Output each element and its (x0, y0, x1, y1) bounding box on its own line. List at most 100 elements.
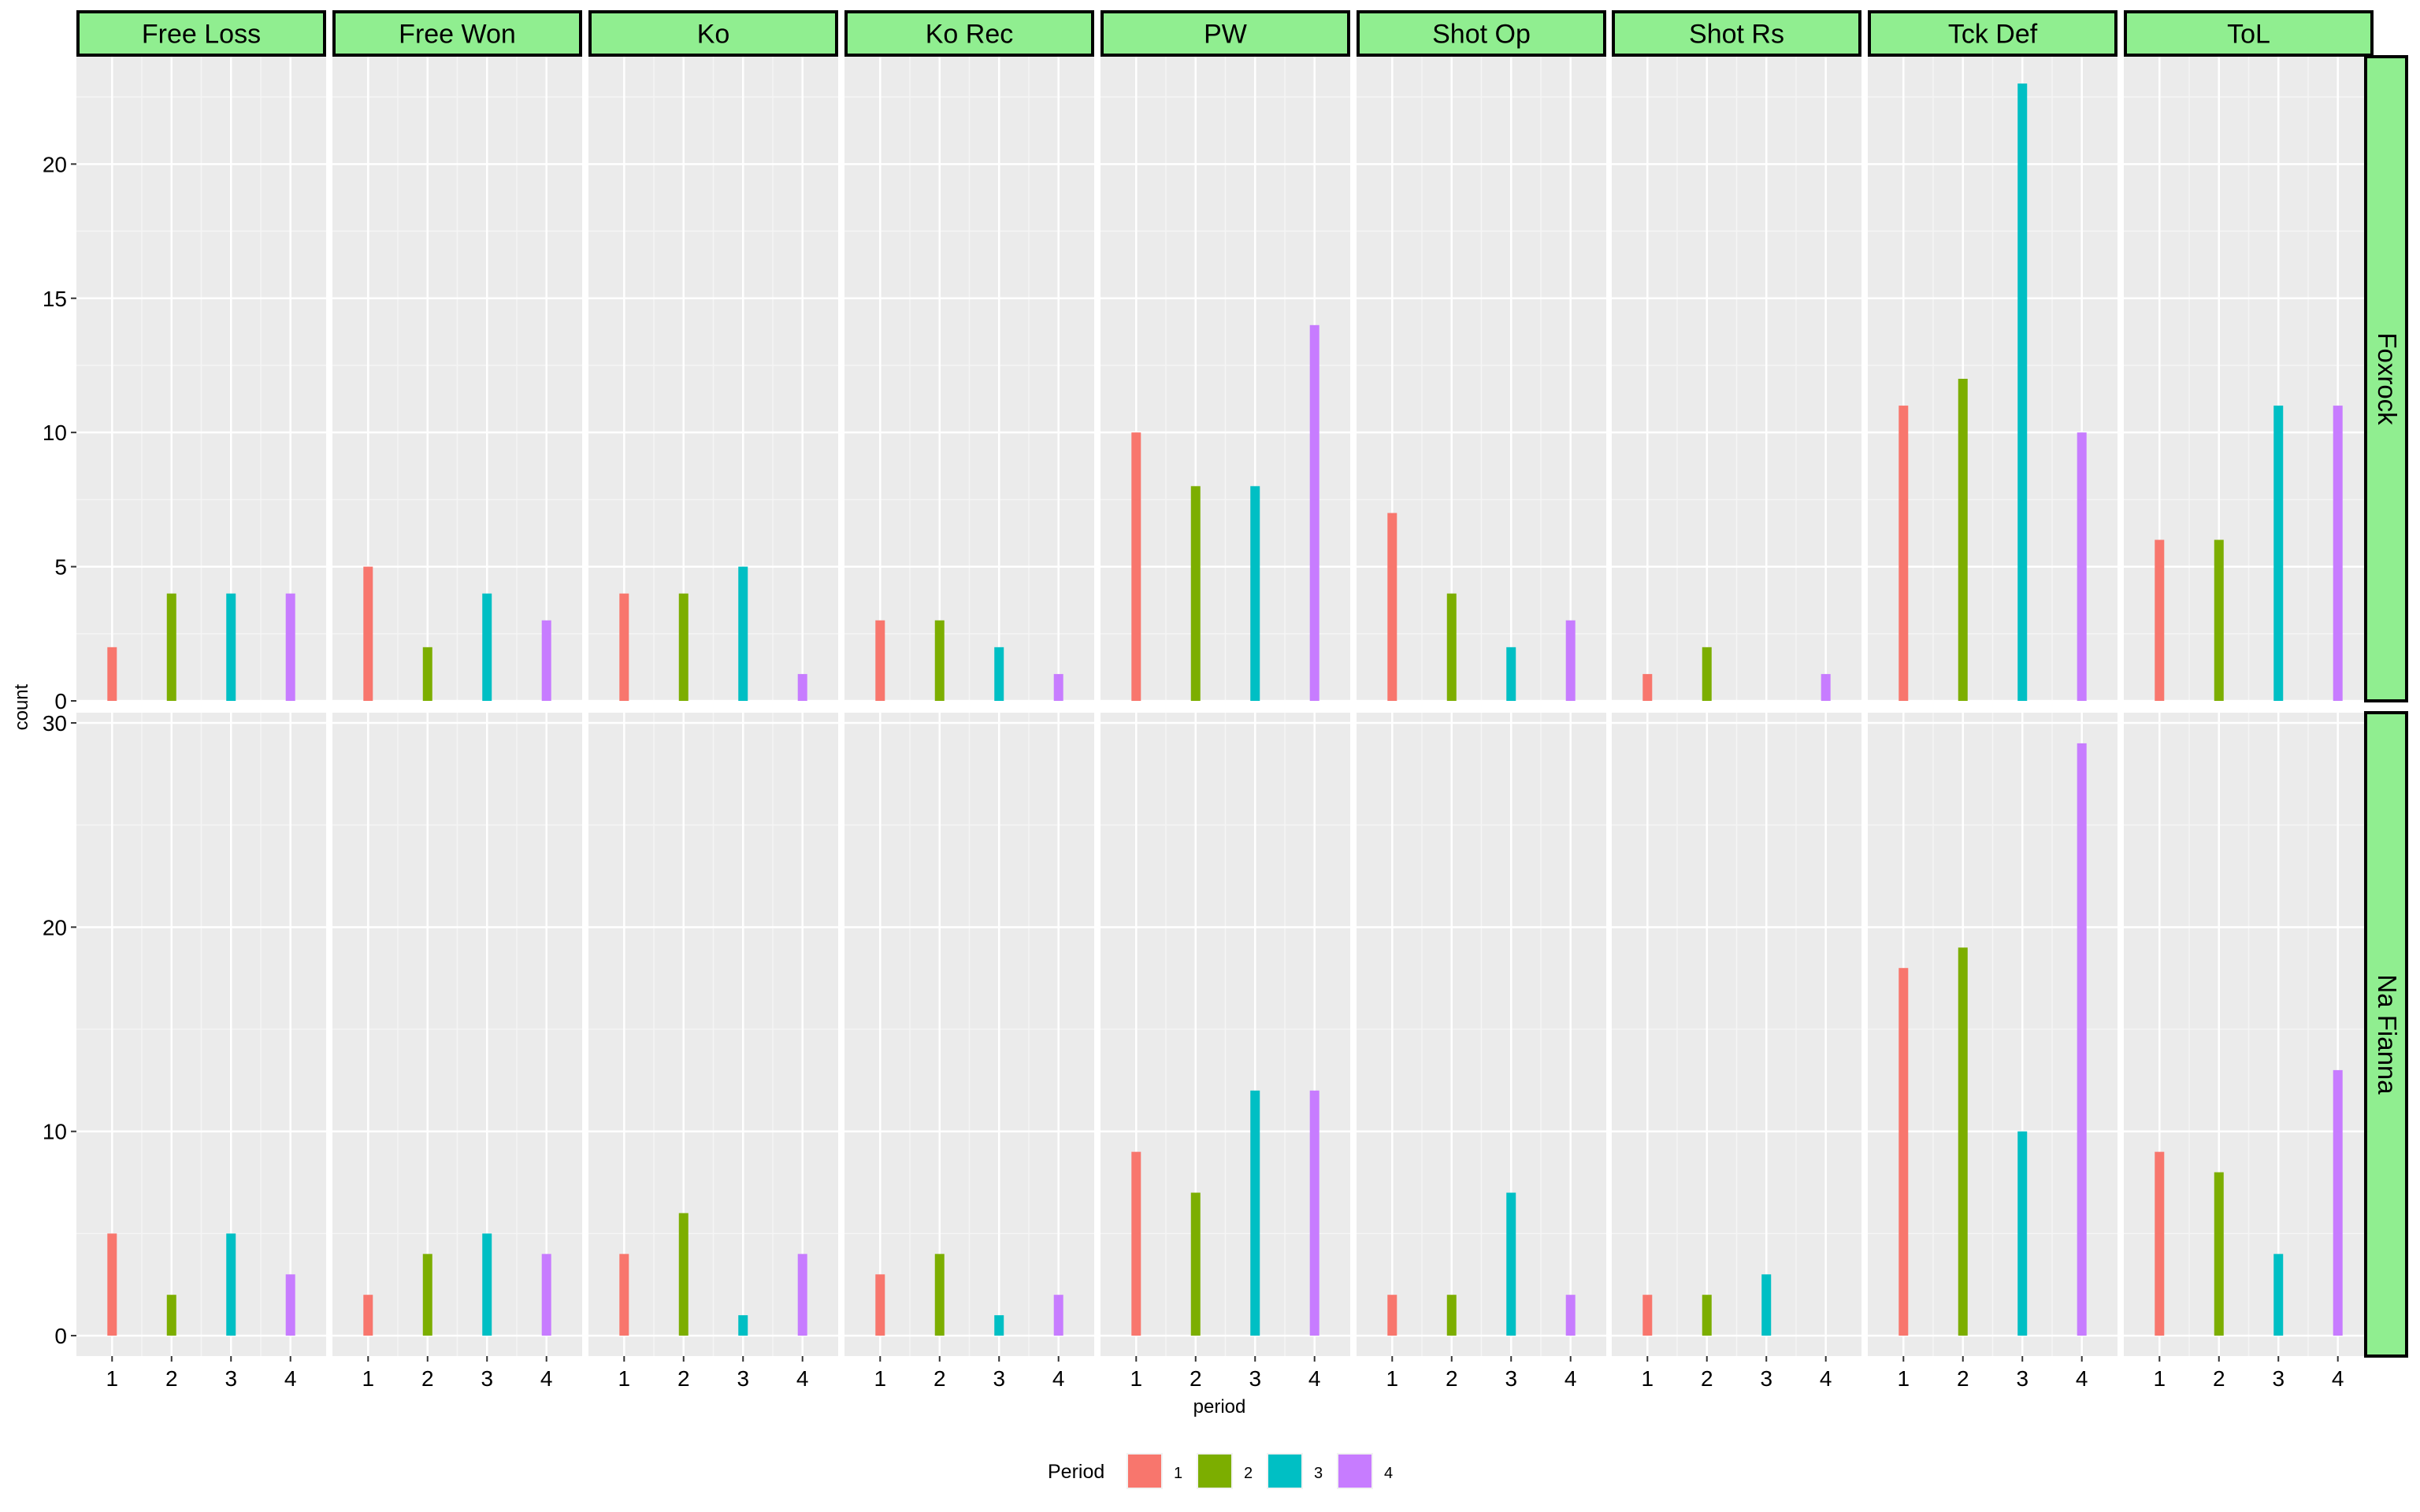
x-tick-label: 4 (1052, 1366, 1065, 1391)
y-tick-label: 5 (54, 555, 67, 580)
x-tick-label: 4 (796, 1366, 809, 1391)
bar (994, 647, 1004, 701)
legend-label: 2 (1244, 1465, 1253, 1482)
bar (482, 593, 492, 701)
bar (285, 593, 295, 701)
bar (738, 1315, 748, 1336)
y-tick-label: 15 (43, 287, 67, 311)
panel-foxrock-pw (1101, 57, 1350, 702)
row-strip-background (2364, 55, 2408, 702)
y-tick-label: 20 (43, 915, 67, 939)
column-strip-background (1612, 10, 1861, 57)
bar (226, 1233, 236, 1336)
x-tick-label: 4 (2332, 1366, 2344, 1391)
x-tick-label: 3 (225, 1366, 237, 1391)
x-tick-label: 2 (165, 1366, 178, 1391)
bar (2077, 743, 2087, 1336)
bar (1958, 379, 1968, 701)
x-tick-label: 2 (1701, 1366, 1713, 1391)
column-strip-shot-op: Shot Op (1357, 10, 1606, 57)
legend-item-2: 2 (1197, 1453, 1253, 1489)
bar (1958, 947, 1968, 1336)
bar (1565, 1295, 1576, 1336)
x-tick-label: 4 (1820, 1366, 1832, 1391)
x-tick-label: 3 (737, 1366, 749, 1391)
y-tick-label: 0 (54, 1324, 67, 1348)
column-strip-label: Tck Def (1948, 20, 2038, 50)
bar (875, 1274, 885, 1336)
y-axes: 0 5 10 15 20 0 10 20 30 (43, 152, 76, 1348)
x-tick-label: 2 (1446, 1366, 1458, 1391)
legend-title: Period (1048, 1461, 1104, 1483)
bar (1190, 486, 1201, 701)
bar (994, 1315, 1004, 1336)
legend-swatch (1338, 1455, 1371, 1488)
bar (1446, 593, 1457, 701)
bar (2017, 83, 2028, 702)
legend-item-3: 3 (1267, 1453, 1323, 1489)
column-strip-ko: Ko (588, 10, 838, 57)
column-strip-background (2124, 10, 2374, 57)
bar (285, 1274, 295, 1336)
panel-na-fianna-shot-op (1357, 713, 1606, 1356)
bar (934, 620, 945, 701)
bar (1899, 406, 1909, 701)
legend-swatch (1128, 1455, 1161, 1488)
legend-label: 3 (1314, 1465, 1323, 1482)
column-strip-pw: PW (1101, 10, 1350, 57)
column-strip-label: Free Loss (142, 20, 261, 50)
bar (482, 1233, 492, 1336)
column-strip-tol: ToL (2124, 10, 2374, 57)
x-tick-label: 4 (540, 1366, 553, 1391)
y-axis-title: count (11, 684, 32, 730)
bar (1250, 1090, 1260, 1336)
bar (1506, 1192, 1516, 1336)
column-strip-free-loss: Free Loss (76, 10, 326, 57)
column-strip-label: ToL (2227, 20, 2270, 50)
panel-foxrock-tol (2124, 57, 2374, 702)
column-strip-label: Shot Rs (1689, 20, 1784, 50)
bar (1053, 673, 1063, 701)
column-strip-background (1357, 10, 1606, 57)
x-tick-label: 4 (1564, 1366, 1577, 1391)
bar (1702, 1295, 1712, 1336)
panel-foxrock-shot-op (1357, 57, 1606, 702)
x-tick-label: 3 (1760, 1366, 1772, 1391)
bar (875, 620, 885, 701)
bar (1702, 647, 1712, 701)
bar (363, 1295, 373, 1336)
x-tick-label: 2 (1190, 1366, 1202, 1391)
bar (1565, 620, 1576, 701)
x-tick-label: 2 (2213, 1366, 2225, 1391)
bar (678, 1213, 689, 1336)
column-strips: Free Loss Free Won Ko Ko Rec PW Shot Op Shot R… (76, 10, 2374, 57)
panel-na-fianna-free-won (332, 713, 582, 1356)
bar (422, 647, 432, 701)
bar (166, 1295, 176, 1336)
bar (2333, 1069, 2343, 1336)
panel-foxrock-free-loss (76, 57, 326, 702)
panel-na-fianna-shot-rs (1612, 713, 1861, 1356)
bar (1761, 1274, 1772, 1336)
legend-item-1: 1 (1126, 1453, 1182, 1489)
legend: Period 1 2 3 4 (1048, 1453, 1393, 1489)
bar (1821, 673, 1831, 701)
column-strip-free-won: Free Won (332, 10, 582, 57)
y-tick-label: 0 (54, 689, 67, 713)
bar (1642, 1295, 1653, 1336)
panel-na-fianna-ko (588, 713, 838, 1356)
x-tick-label: 2 (933, 1366, 946, 1391)
row-strip-label: Foxrock (2373, 332, 2402, 425)
panel-na-fianna-ko-rec (844, 713, 1094, 1356)
column-strip-background (1101, 10, 1350, 57)
x-tick-label: 1 (362, 1366, 374, 1391)
bar (1899, 968, 1909, 1336)
x-tick-label: 1 (106, 1366, 118, 1391)
bar (2273, 406, 2284, 701)
x-tick-label: 4 (1308, 1366, 1321, 1391)
bar (226, 593, 236, 701)
x-tick-label: 1 (1130, 1366, 1142, 1391)
bar (1387, 513, 1397, 701)
legend-item-4: 4 (1337, 1453, 1393, 1489)
